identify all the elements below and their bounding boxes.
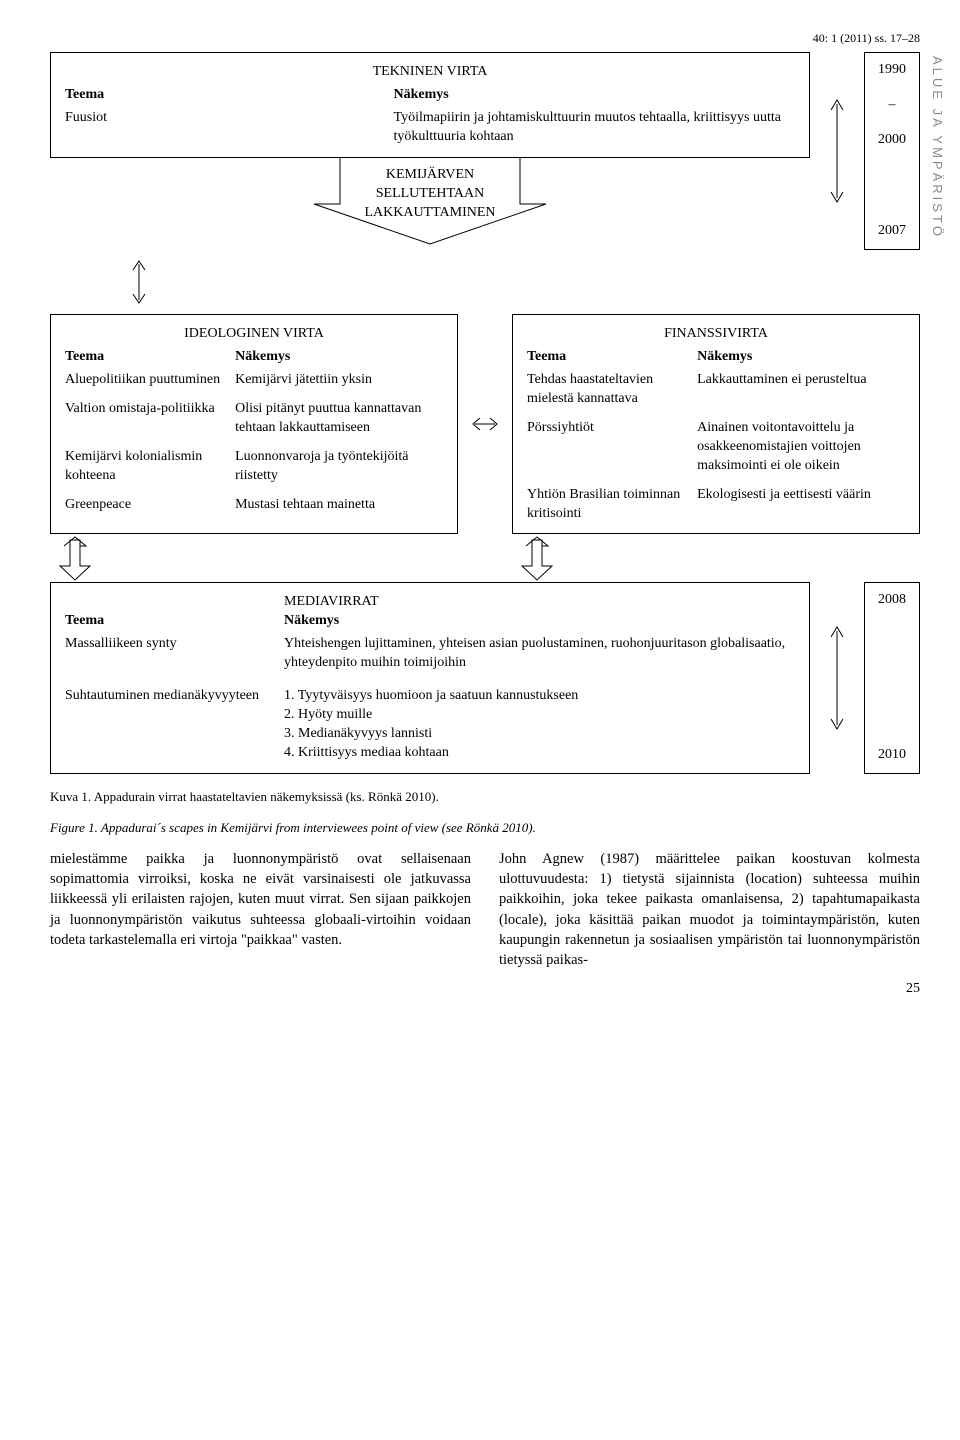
year-dash: – — [889, 96, 896, 115]
id-r1-t: Valtion omistaja-politiikka — [65, 400, 235, 438]
year-2000: 2000 — [878, 131, 906, 150]
caption-en: Figure 1. Appadurai´s scapes in Kemijärv… — [50, 819, 920, 837]
year-2007: 2007 — [878, 222, 906, 241]
teema-hdr: Teema — [65, 86, 394, 105]
me-nakemys-hdr: Näkemys — [284, 612, 795, 631]
fi-r2-n: Ekologisesti ja eettisesti väärin — [697, 486, 905, 524]
finanssi-title: FINANSSIVIRTA — [527, 325, 905, 344]
fi-r2-t: Yhtiön Brasilian toiminnan kritisointi — [527, 486, 697, 524]
page-number: 25 — [50, 980, 920, 999]
fi-nakemys-hdr: Näkemys — [697, 348, 905, 367]
page-header: 40: 1 (2011) ss. 17–28 — [50, 30, 920, 46]
body-left: mielestämme paikka ja luonnonympäristö o… — [50, 851, 471, 948]
ideologinen-box: IDEOLOGINEN VIRTA Teema Näkemys Aluepoli… — [50, 314, 458, 534]
tekninen-box: TEKNINEN VIRTA Teema Näkemys Fuusiot Työ… — [50, 52, 810, 158]
arrow-mid-to-bottom-left — [50, 534, 100, 582]
me-teema-hdr: Teema — [65, 612, 284, 631]
tekninen-nakemys: Työilmapiirin ja johtamiskulttuurin muut… — [394, 109, 796, 147]
fi-teema-hdr: Teema — [527, 348, 697, 367]
tekninen-teema: Fuusiot — [65, 109, 394, 147]
me-r0-t: Massalliikeen synty — [65, 635, 284, 673]
fi-r1-t: Pörssiyhtiöt — [527, 419, 697, 476]
id-r0-n: Kemijärvi jätettiin yksin — [235, 371, 443, 390]
journal-sidebar-label: ALUE JA YMPÄRISTÖ — [928, 56, 946, 239]
arrow-bottom-right — [822, 582, 852, 773]
me-r1-t: Suhtautuminen medianäkyvyyteen — [65, 687, 284, 763]
id-r0-t: Aluepolitiikan puuttuminen — [65, 371, 235, 390]
arrow-mid-to-bottom-right — [512, 534, 562, 582]
year-2010: 2010 — [878, 746, 906, 765]
arrow-top-right — [822, 52, 852, 250]
top-row: TEKNINEN VIRTA Teema Näkemys Fuusiot Työ… — [50, 52, 920, 250]
year-1990: 1990 — [878, 61, 906, 80]
caption-fi: Kuva 1. Appadurain virrat haastateltavie… — [50, 788, 920, 806]
id-r3-n: Mustasi tehtaan mainetta — [235, 496, 443, 515]
subbox-label: KEMIJÄRVEN SELLUTEHTAAN LAKKAUTTAMINEN — [50, 166, 810, 223]
nakemys-hdr: Näkemys — [394, 86, 796, 105]
fi-r0-n: Lakkauttaminen ei perusteltua — [697, 371, 905, 409]
bottom-row: MEDIAVIRRAT Teema Näkemys Massalliikeen … — [50, 582, 920, 773]
id-r2-t: Kemijärvi kolonialismin kohteena — [65, 448, 235, 486]
year-box-top: 1990 – 2000 2007 — [864, 52, 920, 250]
id-teema-hdr: Teema — [65, 348, 235, 367]
fi-r0-t: Tehdas haastateltavien mielestä kannatta… — [527, 371, 697, 409]
id-r1-n: Olisi pitänyt puuttua kannattavan tehtaa… — [235, 400, 443, 438]
body-right: John Agnew (1987) määrittelee paikan koo… — [499, 851, 920, 968]
id-nakemys-hdr: Näkemys — [235, 348, 443, 367]
me-r1-n: 1. Tyytyväisyys huomioon ja saatuun kann… — [284, 687, 795, 763]
fi-r1-n: Ainainen voitontavoittelu ja osakkeenomi… — [697, 419, 905, 476]
arrow-top-to-mid — [130, 258, 148, 306]
arrow-mid-between — [470, 314, 500, 534]
ideologinen-title: IDEOLOGINEN VIRTA — [65, 325, 443, 344]
media-box: MEDIAVIRRAT Teema Näkemys Massalliikeen … — [50, 582, 810, 773]
finanssi-box: FINANSSIVIRTA Teema Näkemys Tehdas haast… — [512, 314, 920, 534]
year-2008: 2008 — [878, 591, 906, 610]
media-title: MEDIAVIRRAT — [284, 593, 795, 612]
mid-row: IDEOLOGINEN VIRTA Teema Näkemys Aluepoli… — [50, 314, 920, 534]
tekninen-title: TEKNINEN VIRTA — [65, 63, 795, 82]
year-box-bottom: 2008 2010 — [864, 582, 920, 773]
me-r0-n: Yhteishengen lujittaminen, yhteisen asia… — [284, 635, 795, 673]
id-r2-n: Luonnonvaroja ja työntekijöitä riistetty — [235, 448, 443, 486]
id-r3-t: Greenpeace — [65, 496, 235, 515]
body-text: mielestämme paikka ja luonnonympäristö o… — [50, 849, 920, 971]
